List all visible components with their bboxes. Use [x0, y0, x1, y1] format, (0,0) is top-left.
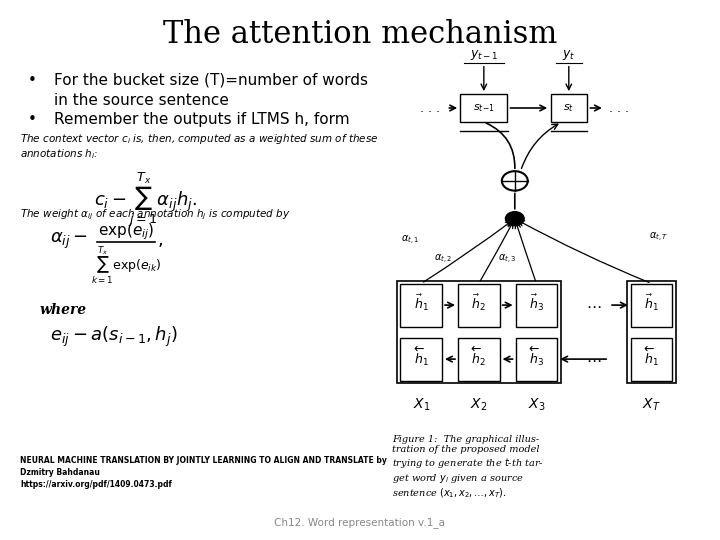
Text: $\alpha_{ij} -$: $\alpha_{ij} -$ — [50, 231, 89, 251]
Bar — [400, 284, 442, 327]
Bar — [631, 284, 672, 327]
Text: $e_{ij} - a(s_{i-1}, h_j)$: $e_{ij} - a(s_{i-1}, h_j)$ — [50, 325, 178, 349]
Bar — [516, 338, 557, 381]
Text: $X_1$: $X_1$ — [413, 397, 430, 413]
Text: where: where — [40, 303, 86, 318]
Text: $\exp(e_{ij})$: $\exp(e_{ij})$ — [98, 221, 154, 242]
Bar — [458, 284, 500, 327]
Text: The weight $\alpha_{ij}$ of each annotation $h_j$ is computed by: The weight $\alpha_{ij}$ of each annotat… — [20, 208, 291, 222]
Text: $c_i - \sum_{j=1}^{T_x} \alpha_{ij} h_j.$: $c_i - \sum_{j=1}^{T_x} \alpha_{ij} h_j.… — [94, 170, 197, 229]
Text: $\overleftarrow{h}_1$: $\overleftarrow{h}_1$ — [644, 345, 659, 368]
Bar — [516, 284, 557, 327]
Text: $\cdots$: $\cdots$ — [586, 352, 602, 367]
Text: $y_t$: $y_t$ — [562, 48, 575, 62]
Text: Dzmitry Bahdanau: Dzmitry Bahdanau — [20, 468, 100, 477]
Text: $\vec{h}_2$: $\vec{h}_2$ — [472, 292, 486, 313]
Text: •: • — [27, 73, 36, 88]
Text: For the bucket size (T)=number of words: For the bucket size (T)=number of words — [54, 73, 368, 88]
Text: $\cdots$: $\cdots$ — [586, 298, 602, 313]
Text: $\vec{h}_1$: $\vec{h}_1$ — [414, 292, 428, 313]
Text: $\overleftarrow{h}_2$: $\overleftarrow{h}_2$ — [472, 345, 486, 368]
Text: $\vec{h}_3$: $\vec{h}_3$ — [529, 292, 544, 313]
Text: https://arxiv.org/pdf/1409.0473.pdf: https://arxiv.org/pdf/1409.0473.pdf — [20, 480, 172, 489]
Bar — [461, 94, 508, 122]
Bar — [400, 338, 442, 381]
Bar — [397, 281, 561, 383]
Bar — [627, 281, 676, 383]
Text: $s_t$: $s_t$ — [563, 102, 575, 114]
Text: The attention mechanism: The attention mechanism — [163, 19, 557, 50]
Text: $X_3$: $X_3$ — [528, 397, 545, 413]
Text: Figure 1:  The graphical illus-
tration of the proposed model
trying to generate: Figure 1: The graphical illus- tration o… — [392, 435, 544, 501]
Text: Remember the outputs if LTMS h, form: Remember the outputs if LTMS h, form — [54, 112, 350, 127]
Text: NEURAL MACHINE TRANSLATION BY JOINTLY LEARNING TO ALIGN AND TRANSLATE by: NEURAL MACHINE TRANSLATION BY JOINTLY LE… — [20, 456, 387, 465]
Text: $\overleftarrow{h}_3$: $\overleftarrow{h}_3$ — [529, 345, 544, 368]
Text: $X_T$: $X_T$ — [642, 397, 661, 413]
Text: $\vec{h}_1$: $\vec{h}_1$ — [644, 292, 659, 313]
Text: $\alpha_{t,3}$: $\alpha_{t,3}$ — [498, 253, 517, 266]
Circle shape — [505, 212, 524, 226]
Bar — [631, 338, 672, 381]
Text: . . .: . . . — [420, 102, 440, 114]
Bar — [458, 338, 500, 381]
Text: $\alpha_{t,1}$: $\alpha_{t,1}$ — [401, 234, 420, 247]
Text: •: • — [27, 112, 36, 127]
Text: $s_{t\!-\!1}$: $s_{t\!-\!1}$ — [473, 102, 495, 114]
Text: $X_2$: $X_2$ — [470, 397, 487, 413]
Text: The context vector $c_i$ is, then, computed as a weighted sum of these: The context vector $c_i$ is, then, compu… — [20, 132, 379, 146]
Text: $\alpha_{t,T}$: $\alpha_{t,T}$ — [649, 231, 668, 244]
Text: . . .: . . . — [609, 102, 629, 114]
Circle shape — [502, 171, 528, 191]
Text: Ch12. Word representation v.1_a: Ch12. Word representation v.1_a — [274, 517, 446, 528]
Text: $\sum_{k=1}^{T_x} \exp(e_{ik})$: $\sum_{k=1}^{T_x} \exp(e_{ik})$ — [91, 244, 161, 286]
Text: in the source sentence: in the source sentence — [54, 93, 229, 108]
Bar — [551, 94, 587, 122]
Text: $\overleftarrow{h}_1$: $\overleftarrow{h}_1$ — [414, 345, 428, 368]
Text: $\alpha_{t,2}$: $\alpha_{t,2}$ — [433, 253, 452, 266]
Text: $,$: $,$ — [157, 231, 163, 248]
Text: $y_{t-1}$: $y_{t-1}$ — [469, 48, 498, 62]
Text: annotations $h_i$:: annotations $h_i$: — [20, 147, 99, 161]
